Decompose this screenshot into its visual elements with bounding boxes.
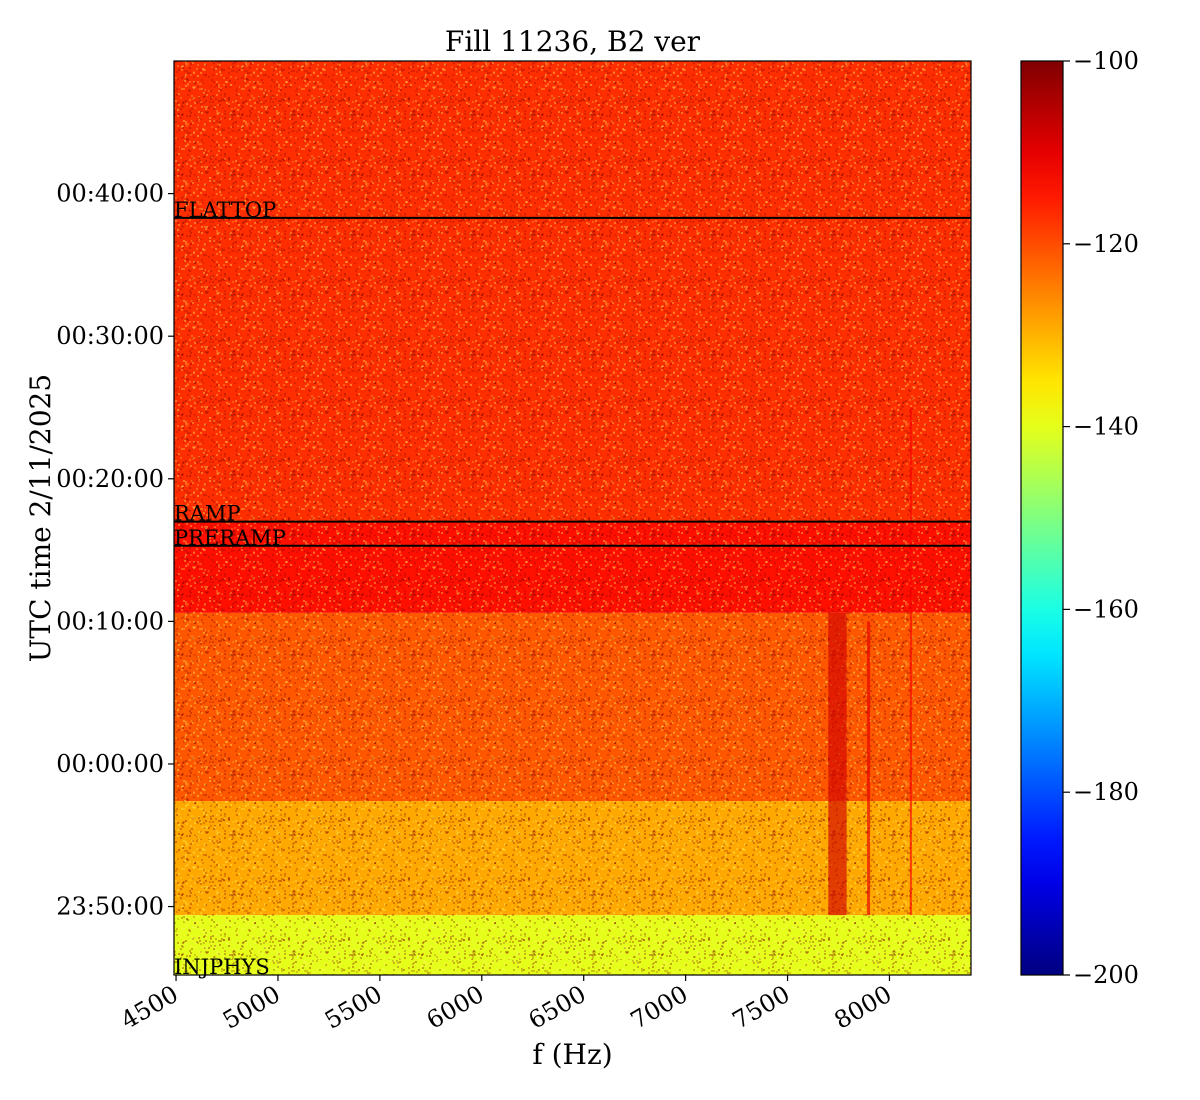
x-tick-label: 5500 bbox=[320, 980, 387, 1035]
y-tick-label: 00:10:00 bbox=[56, 607, 164, 635]
marker-label-preramp: PRERAMP bbox=[174, 526, 286, 550]
colorbar-tick-label: −120 bbox=[1073, 230, 1139, 258]
marker-label-flattop: FLATTOP bbox=[174, 198, 276, 222]
heatmap-texture bbox=[174, 61, 971, 975]
spectral-line-1 bbox=[867, 621, 871, 916]
x-axis: 4500 5000 5500 6000 6500 7000 7500 8000 bbox=[116, 975, 896, 1035]
colorbar-gradient bbox=[1020, 60, 1064, 976]
x-tick-label: 5000 bbox=[218, 980, 285, 1035]
y-tick-label: 00:20:00 bbox=[56, 465, 164, 493]
colorbar-tick-label: −200 bbox=[1073, 961, 1139, 989]
y-tick-label: 00:00:00 bbox=[56, 750, 164, 778]
chart-title: Fill 11236, B2 ver bbox=[445, 25, 701, 58]
y-axis-label: UTC time 2/11/2025 bbox=[24, 374, 57, 662]
spectral-line-0 bbox=[828, 612, 847, 916]
y-axis: 23:50:00 00:00:00 00:10:00 00:20:00 00:30:00… bbox=[56, 180, 174, 921]
y-tick-label: 23:50:00 bbox=[56, 893, 164, 921]
colorbar-tick-label: −140 bbox=[1073, 413, 1139, 441]
y-tick-label: 00:40:00 bbox=[56, 180, 164, 208]
colorbar-tick-label: −160 bbox=[1073, 595, 1139, 623]
x-tick-label: 6000 bbox=[422, 980, 489, 1035]
colorbar-tick-label: −100 bbox=[1073, 47, 1139, 75]
colorbar: −100 −120 −140 −160 −180 −200 bbox=[1020, 47, 1139, 989]
spectral-line-2 bbox=[909, 407, 912, 916]
colorbar-tick-label: −180 bbox=[1073, 778, 1139, 806]
x-tick-label: 6500 bbox=[524, 980, 591, 1035]
x-tick-label: 4500 bbox=[116, 980, 183, 1035]
plot-frame bbox=[173, 60, 972, 976]
x-axis-label: f (Hz) bbox=[532, 1038, 612, 1071]
x-tick-label: 7000 bbox=[626, 980, 693, 1035]
x-tick-label: 7500 bbox=[728, 980, 795, 1035]
y-tick-label: 00:30:00 bbox=[56, 322, 164, 350]
marker-label-ramp: RAMP bbox=[174, 502, 241, 526]
x-tick-label: 8000 bbox=[830, 980, 897, 1035]
